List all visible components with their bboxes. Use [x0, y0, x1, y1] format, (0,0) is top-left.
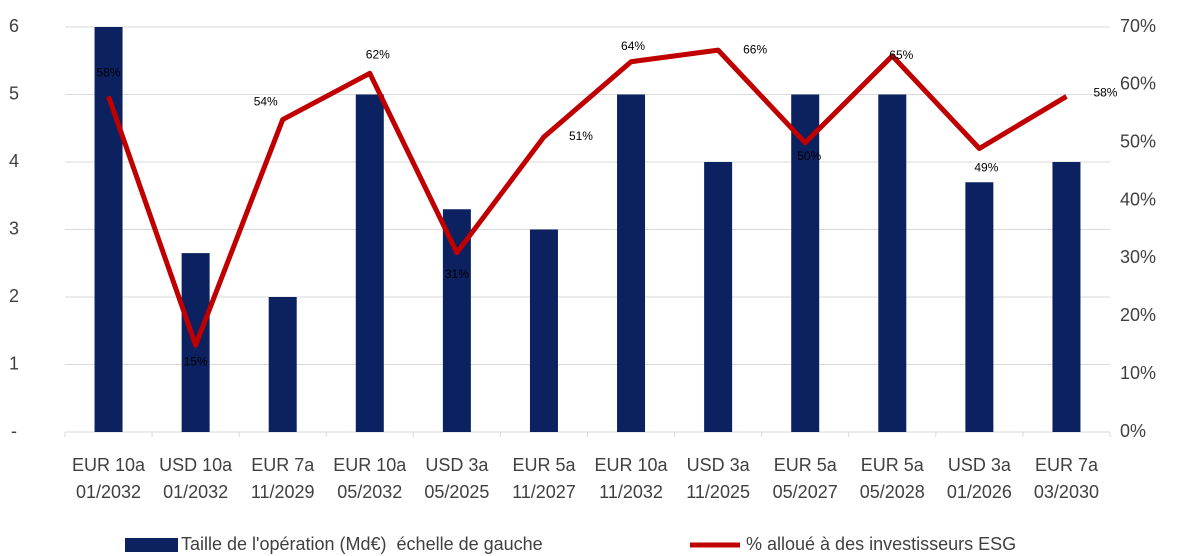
y2-tick-label: 40% [1120, 189, 1156, 209]
data-label: 58% [97, 66, 121, 80]
x-tick-label: 01/2026 [947, 482, 1012, 502]
y2-tick-label: 20% [1120, 305, 1156, 325]
data-label: 62% [366, 47, 390, 61]
y-tick-label: 4 [9, 151, 19, 171]
bar [791, 94, 820, 432]
legend-label: Taille de l'opération (Md€) échelle de g… [181, 534, 543, 554]
bar [529, 229, 558, 432]
x-tick-label: EUR 5a [512, 455, 576, 475]
x-tick-label: EUR 10a [333, 455, 407, 475]
x-tick-label: EUR 7a [251, 455, 315, 475]
bar [355, 94, 384, 432]
y-tick-label: 1 [9, 353, 19, 373]
data-label: 50% [797, 149, 821, 163]
y-tick-label: - [11, 421, 17, 441]
x-tick-label: EUR 10a [72, 455, 146, 475]
y2-tick-label: 10% [1120, 363, 1156, 383]
x-tick-label: USD 10a [159, 455, 233, 475]
x-tick-label: 05/2028 [860, 482, 925, 502]
x-tick-label: 11/2025 [686, 482, 750, 502]
x-tick-label: EUR 10a [595, 455, 669, 475]
line [106, 47, 1068, 348]
x-tick-label: EUR 5a [861, 455, 925, 475]
y-tick-label: 3 [9, 218, 19, 238]
bar [965, 182, 994, 432]
data-label: 65% [889, 48, 913, 62]
x-tick-label: 05/2027 [773, 482, 838, 502]
x-tick-label: 01/2032 [163, 482, 228, 502]
x-tick-label: EUR 5a [774, 455, 838, 475]
bar [878, 94, 907, 432]
x-tick-label: 05/2025 [424, 482, 489, 502]
legend-swatch [125, 538, 178, 552]
x-tick-label: EUR 7a [1035, 455, 1099, 475]
data-label: 31% [445, 267, 469, 281]
y-tick-label: 2 [9, 286, 19, 306]
x-tick-label: USD 3a [948, 455, 1012, 475]
y-tick-label: 5 [9, 83, 19, 103]
bar [704, 162, 733, 432]
data-label: 66% [743, 42, 767, 56]
legend-label: % alloué à des investisseurs ESG [746, 534, 1016, 554]
bar [268, 297, 297, 432]
y2-tick-label: 50% [1120, 131, 1156, 151]
x-tick-label: USD 3a [687, 455, 751, 475]
data-label: 58% [1093, 86, 1117, 100]
y2-tick-label: 30% [1120, 247, 1156, 267]
data-label: 54% [254, 95, 278, 109]
x-tick-label: 05/2032 [337, 482, 402, 502]
x-tick-label: USD 3a [425, 455, 489, 475]
x-tick-label: 01/2032 [76, 482, 141, 502]
data-label: 15% [184, 354, 208, 368]
y-tick-label: 6 [9, 16, 19, 36]
x-tick-label: 11/2032 [599, 482, 663, 502]
data-label: 49% [974, 161, 998, 175]
bar [442, 209, 471, 432]
x-tick-label: 03/2030 [1034, 482, 1099, 502]
x-tick-label: 11/2027 [512, 482, 576, 502]
x-tick-label: 11/2029 [251, 482, 315, 502]
data-label: 51% [569, 129, 593, 143]
y2-tick-label: 0% [1120, 421, 1146, 441]
y2-tick-label: 60% [1120, 74, 1156, 94]
bar [1052, 162, 1081, 432]
bar [617, 94, 646, 432]
y2-tick-label: 70% [1120, 16, 1156, 36]
bar [94, 27, 123, 432]
data-label: 64% [621, 39, 645, 53]
